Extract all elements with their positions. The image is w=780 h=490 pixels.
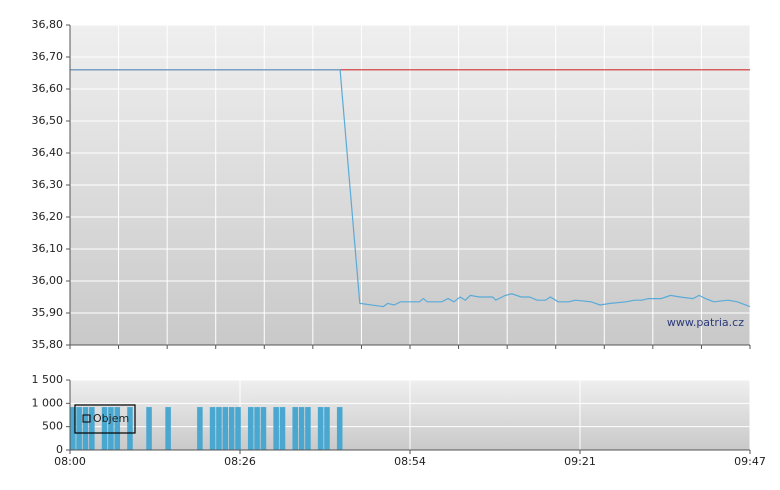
- volume-bar: [216, 407, 222, 450]
- y-tick-label: 500: [42, 420, 63, 433]
- volume-bar: [82, 407, 89, 450]
- volume-bar: [89, 407, 95, 450]
- volume-bar: [209, 407, 216, 450]
- y-tick-label: 36,80: [32, 18, 64, 31]
- x-tick-label: 09:21: [564, 455, 596, 468]
- y-tick-label: 1 500: [32, 373, 64, 386]
- volume-bar: [292, 407, 298, 450]
- y-tick-label: 1 000: [32, 396, 64, 409]
- volume-bar: [108, 407, 114, 450]
- volume-bar: [305, 407, 311, 450]
- volume-bar: [70, 407, 76, 450]
- y-tick-label: 36,10: [32, 242, 64, 255]
- legend-box: [74, 404, 136, 434]
- volume-bar: [165, 407, 171, 450]
- y-tick-label: 36,00: [32, 274, 64, 287]
- watermark: www.patria.cz: [667, 316, 744, 329]
- volume-bar: [317, 407, 324, 450]
- volume-bar: [76, 407, 82, 450]
- x-tick-label: 08:26: [224, 455, 256, 468]
- y-tick-label: 36,30: [32, 178, 64, 191]
- y-tick-label: 36,20: [32, 210, 64, 223]
- x-tick-label: 09:47: [734, 455, 766, 468]
- volume-bar: [228, 407, 235, 450]
- volume-bar: [279, 407, 286, 450]
- volume-bar: [127, 407, 133, 450]
- x-tick-label: 08:54: [394, 455, 426, 468]
- volume-bar: [324, 407, 330, 450]
- volume-bar: [260, 407, 267, 450]
- y-tick-label: 36,40: [32, 146, 64, 159]
- volume-bar: [254, 407, 260, 450]
- volume-bar: [273, 407, 279, 450]
- volume-bar: [247, 407, 254, 450]
- volume-bar: [114, 407, 121, 450]
- volume-bar: [235, 407, 241, 450]
- price-line: [70, 69, 751, 308]
- volume-bar: [101, 407, 108, 450]
- y-tick-label: 35,90: [32, 306, 64, 319]
- y-tick-label: 36,60: [32, 82, 64, 95]
- y-tick-label: 36,70: [32, 50, 64, 63]
- y-tick-label: 0: [56, 443, 63, 456]
- y-tick-label: 35,80: [32, 338, 64, 351]
- volume-bar: [146, 407, 152, 450]
- legend-label: Objem: [93, 412, 129, 425]
- x-tick-label: 08:00: [54, 455, 86, 468]
- y-tick-label: 36,50: [32, 114, 64, 127]
- volume-bar: [197, 407, 203, 450]
- volume-bar: [336, 407, 343, 450]
- volume-bar: [222, 407, 229, 450]
- volume-bar: [298, 407, 305, 450]
- legend-swatch: [82, 414, 91, 423]
